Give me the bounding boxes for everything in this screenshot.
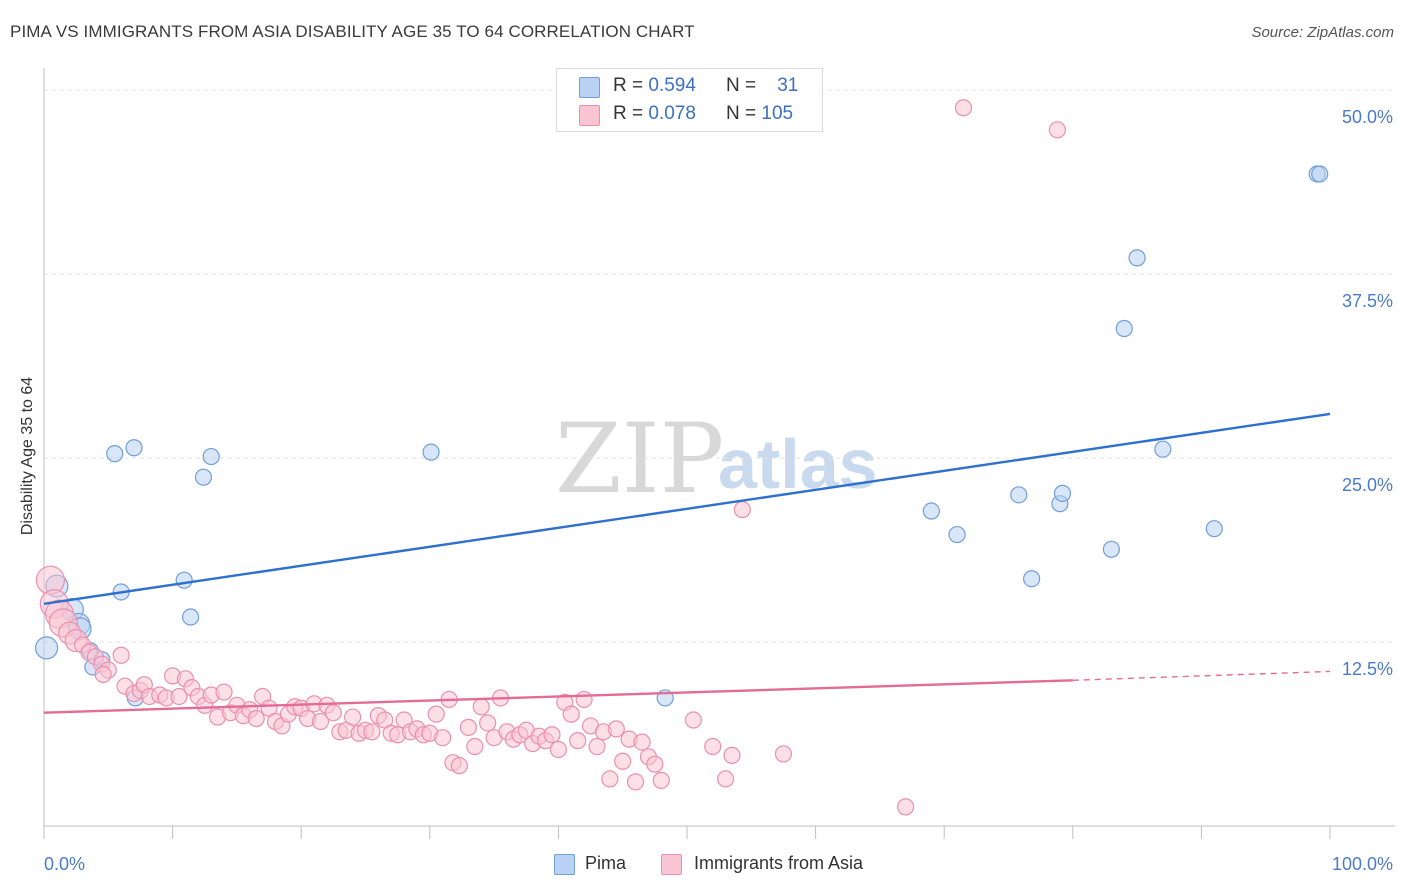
asia-point [549, 740, 568, 759]
pima-point [175, 571, 193, 589]
asia-point [311, 712, 330, 731]
chart-title: PIMA VS IMMIGRANTS FROM ASIA DISABILITY … [10, 22, 695, 41]
pima-point [1010, 486, 1028, 504]
legend-pima-label: Pima [585, 853, 627, 873]
asia-point [479, 714, 497, 732]
asia-point [427, 705, 445, 723]
asia-point [633, 733, 651, 751]
asia-swatch [579, 105, 600, 126]
asia-point [607, 720, 625, 738]
asia-n-value: 105 [761, 103, 794, 124]
pima-point [125, 439, 143, 457]
asia-point [247, 709, 265, 728]
asia-point [684, 711, 703, 729]
y-axis-label: Disability Age 35 to 64 [19, 376, 36, 536]
asia-r: R = 0.078 [613, 103, 696, 125]
watermark-atlas: atlas [718, 425, 878, 503]
asia-point [575, 690, 593, 709]
stats-legend: R = 0.594 N = 31 R = 0.078 N = 105 [556, 68, 823, 132]
pima-point [1154, 440, 1172, 458]
pima-point [948, 525, 966, 544]
asia-point [774, 745, 793, 763]
asia-point [646, 755, 664, 773]
y-tick-label: 50.0% [1342, 107, 1393, 127]
pima-point [422, 443, 440, 461]
asia-point [897, 798, 915, 816]
asia-point [472, 698, 490, 716]
asia-r-label: R = [613, 103, 644, 124]
pima-point [1023, 570, 1041, 588]
pima-point [34, 636, 59, 660]
asia-point [588, 737, 606, 756]
pima-point [194, 468, 213, 486]
watermark-zip: ZIP [555, 403, 724, 515]
y-tick-label: 37.5% [1342, 291, 1393, 311]
pima-point [182, 608, 200, 626]
pima-point [1115, 319, 1133, 338]
pima-trend-line [43, 412, 1331, 605]
asia-n: N = 105 [726, 103, 793, 125]
asia-point [569, 732, 587, 750]
asia-trend-extension [1072, 670, 1331, 681]
pima-point [1102, 540, 1120, 558]
pima-point [922, 502, 940, 520]
asia-point [601, 770, 619, 788]
asia-point [704, 737, 722, 756]
asia-point [723, 746, 741, 764]
pima-swatch [579, 77, 600, 98]
asia-point [614, 752, 632, 770]
asia-point [1048, 121, 1066, 139]
asia-point [652, 771, 670, 789]
pima-n-value: 31 [777, 75, 799, 96]
asia-point [954, 99, 973, 117]
asia-point [562, 705, 580, 723]
series-legend: Pima Immigrants from Asia [0, 851, 1406, 877]
source-label: Source: ZipAtlas.com [1251, 24, 1394, 41]
y-tick-label: 25.0% [1342, 475, 1393, 495]
asia-point [459, 718, 477, 736]
x-tick-label-max: 100.0% [1332, 854, 1393, 874]
pima-point [1205, 520, 1223, 538]
asia-point [626, 773, 645, 791]
pima-r-value: 0.594 [648, 75, 696, 96]
legend-asia-label: Immigrants from Asia [694, 853, 864, 873]
asia-point [466, 737, 484, 756]
x-tick-label-min: 0.0% [44, 854, 85, 874]
asia-trend-line [43, 679, 1073, 714]
pima-point [1311, 165, 1329, 183]
asia-point [94, 665, 112, 684]
legend-asia-swatch [661, 854, 682, 875]
asia-point [344, 708, 362, 726]
pima-point [106, 445, 124, 463]
pima-point [1128, 249, 1146, 267]
asia-point [324, 704, 342, 722]
asia-point [434, 729, 452, 747]
asia-point [215, 683, 233, 701]
y-tick-label: 12.5% [1342, 659, 1393, 679]
pima-r: R = 0.594 [613, 75, 696, 97]
asia-r-value: 0.078 [648, 103, 696, 124]
asia-point [716, 770, 735, 788]
pima-n-label: N = [726, 75, 757, 96]
pima-n: N = 31 [726, 75, 798, 97]
asia-point [733, 500, 751, 519]
asia-point [543, 726, 561, 744]
asia-point [450, 757, 468, 775]
asia-point [112, 646, 130, 664]
pima-point [202, 447, 220, 466]
legend-pima-swatch [554, 854, 575, 875]
asia-point [363, 723, 381, 741]
asia-n-label: N = [726, 103, 757, 124]
pima-point [1053, 484, 1072, 502]
asia-point [170, 687, 188, 706]
pima-r-label: R = [613, 75, 644, 96]
